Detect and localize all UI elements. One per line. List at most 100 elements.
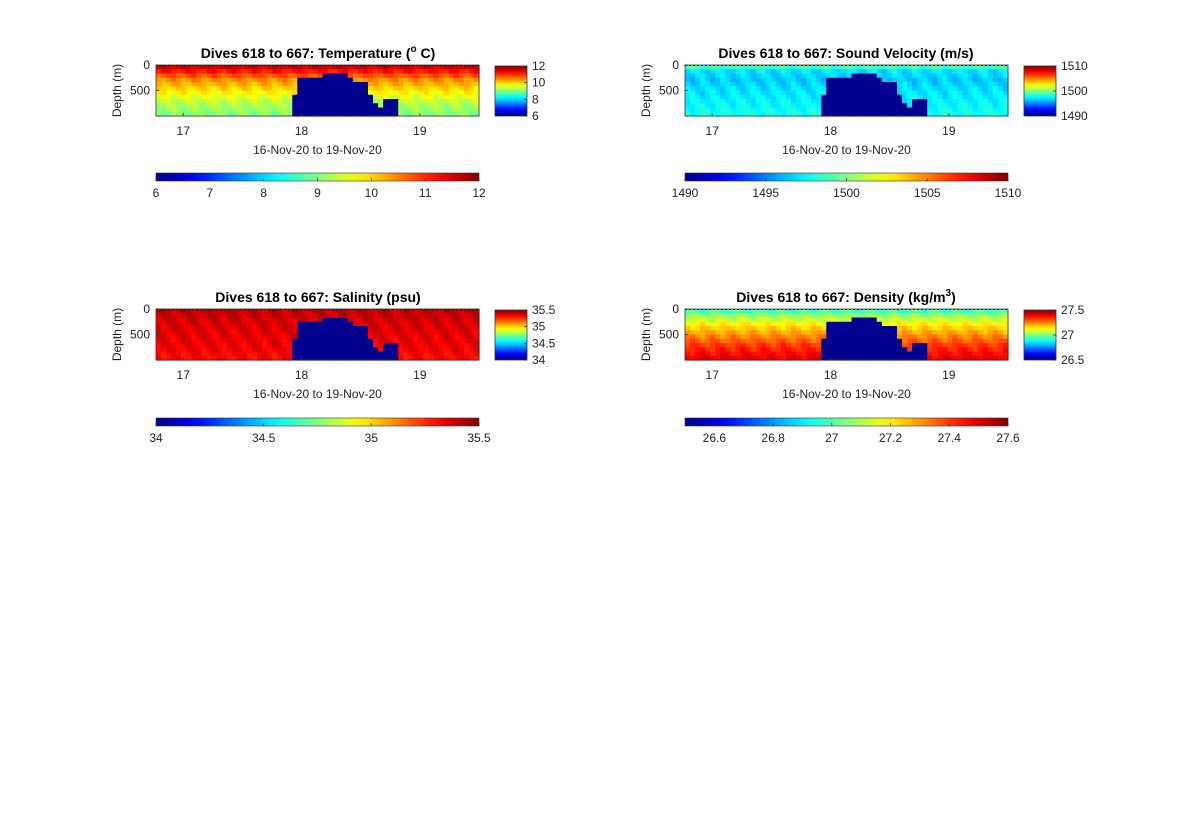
heatmap-cell (745, 99, 752, 104)
heatmap-cell (378, 103, 384, 109)
heatmap-cell (297, 86, 303, 92)
heatmap-cell (463, 82, 470, 87)
heatmap-cell (438, 326, 445, 331)
heatmap-cell (458, 82, 465, 87)
heatmap-cell (760, 77, 767, 83)
heatmap-cell (236, 343, 243, 348)
heatmap-cell (745, 347, 752, 353)
heatmap-cell (267, 313, 273, 319)
heatmap-cell (403, 334, 409, 340)
heatmap-cell (912, 317, 918, 323)
heatmap-cell (740, 90, 747, 96)
heatmap-cell (937, 313, 943, 319)
heatmap-cell (715, 330, 721, 336)
heatmap-cell (861, 90, 868, 96)
heatmap-cell (367, 313, 374, 319)
heatmap-cell (811, 321, 817, 327)
chart-title: Dives 618 to 667: Density (kg/m3) (736, 288, 956, 305)
heatmap-cell (398, 355, 404, 361)
heatmap-cell (413, 338, 420, 344)
heatmap-cell (206, 103, 213, 109)
heatmap-cell (191, 111, 197, 117)
heatmap-cell (201, 355, 208, 361)
heatmap-cell (448, 77, 455, 83)
heatmap-cell (982, 338, 989, 344)
heatmap-cell (871, 107, 878, 113)
heatmap-cell (992, 82, 999, 87)
heatmap-cell (196, 313, 203, 319)
heatmap-cell (730, 86, 737, 92)
heatmap-cell (161, 313, 167, 319)
heatmap-cell (342, 355, 349, 361)
heatmap-cell (927, 65, 933, 70)
heatmap-cell (231, 326, 238, 331)
heatmap-cell (886, 309, 893, 314)
heatmap-cell (836, 334, 843, 340)
heatmap-cell (393, 103, 399, 109)
heatmap-cell (801, 94, 807, 100)
heatmap-cell (347, 86, 354, 92)
heatmap-cell (735, 351, 742, 357)
heatmap-cell (750, 99, 757, 104)
heatmap-cell (851, 103, 858, 109)
heatmap-cell (292, 86, 298, 92)
heatmap-cell (836, 77, 843, 83)
heatmap-cell (166, 65, 172, 70)
heatmap-cell (423, 309, 430, 314)
heatmap-cell (836, 94, 843, 100)
heatmap-cell (181, 82, 187, 87)
heatmap-cell (740, 313, 747, 319)
heatmap-cell (856, 343, 863, 348)
heatmap-cell (367, 94, 374, 100)
heatmap-cell (443, 86, 450, 92)
heatmap-cell (156, 343, 162, 348)
heatmap-cell (725, 317, 732, 323)
heatmap-cell (730, 82, 737, 87)
heatmap-cell (770, 347, 777, 353)
heatmap-cell (745, 330, 752, 336)
heatmap-cell (972, 69, 979, 75)
heatmap-cell (952, 107, 959, 113)
heatmap-cell (287, 103, 293, 109)
heatmap-cell (780, 338, 787, 344)
heatmap-cell (957, 82, 964, 87)
heatmap-cell (206, 77, 213, 83)
heatmap-cell (307, 321, 314, 327)
heatmap-cell (902, 103, 908, 109)
heatmap-cell (231, 355, 238, 361)
heatmap-cell (972, 334, 979, 340)
heatmap-cell (221, 73, 228, 79)
heatmap-cell (861, 107, 868, 113)
heatmap-cell (388, 82, 394, 87)
heatmap-cell (967, 338, 974, 344)
heatmap-cell (937, 107, 943, 113)
heatmap-cell (856, 90, 863, 96)
heatmap-cell (256, 355, 263, 361)
heatmap-cell (322, 330, 329, 336)
heatmap-cell (775, 73, 782, 79)
heatmap-cell (312, 338, 319, 344)
heatmap-cell (287, 347, 293, 353)
heatmap-cell (891, 82, 898, 87)
heatmap-cell (246, 309, 253, 314)
heatmap-cell (196, 69, 203, 75)
heatmap-cell (352, 107, 359, 113)
heatmap-cell (952, 351, 959, 357)
heatmap-cell (952, 73, 959, 79)
heatmap-cell (277, 347, 283, 353)
heatmap-cell (977, 309, 984, 314)
heatmap-cell (942, 77, 949, 83)
heatmap-cell (932, 73, 938, 79)
heatmap-cell (710, 77, 716, 83)
heatmap-cell (705, 313, 711, 319)
heatmap-cell (987, 309, 994, 314)
heatmap-cell (236, 313, 243, 319)
heatmap-cell (902, 334, 908, 340)
heatmap-cell (745, 313, 752, 319)
heatmap-cell (468, 107, 475, 113)
heatmap-cell (755, 355, 762, 361)
heatmap-cell (982, 111, 989, 117)
heatmap-cell (388, 69, 394, 75)
heatmap-cell (272, 94, 278, 100)
